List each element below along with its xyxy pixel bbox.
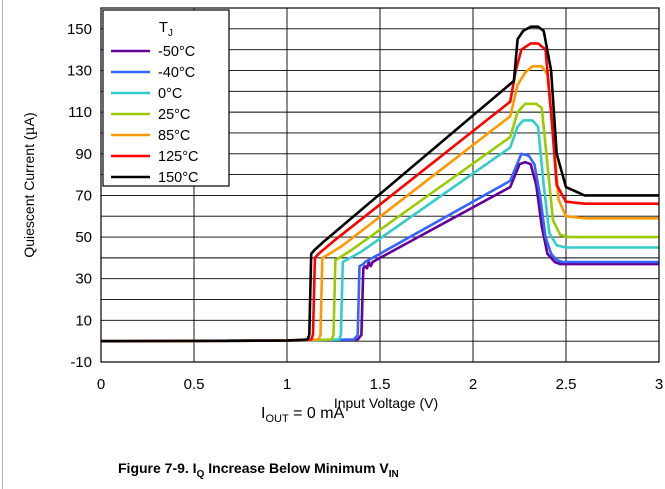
caption-subscript: IN bbox=[389, 469, 399, 480]
caption-text: Increase Below Minimum V bbox=[204, 460, 389, 476]
y-axis-label: Quiescent Current (µA) bbox=[21, 112, 38, 257]
legend-title: TJ bbox=[159, 20, 173, 39]
legend: TJ -50°C -40°C 0°C 25°C 85°C 125°C 150°C bbox=[102, 9, 230, 187]
y-tick-label: 150 bbox=[67, 21, 92, 38]
y-tick-label: 110 bbox=[68, 104, 92, 121]
x-tick-label: 3 bbox=[655, 376, 663, 393]
series-line bbox=[100, 152, 659, 343]
legend-entry-label: 150°C bbox=[158, 170, 198, 186]
legend-entry-label: 25°C bbox=[158, 107, 190, 123]
y-axis-label-part: A) bbox=[21, 112, 37, 126]
legend-title-subscript: J bbox=[168, 28, 173, 39]
series-line bbox=[100, 119, 659, 343]
test-condition: IOUT = 0 mA bbox=[261, 405, 345, 425]
y-tick-label: 30 bbox=[75, 271, 92, 288]
y-tick-label: 70 bbox=[75, 187, 92, 204]
x-tick-label: 0 bbox=[97, 376, 105, 393]
series-line bbox=[100, 160, 659, 343]
x-tick-label: 0.5 bbox=[184, 376, 205, 393]
series-line bbox=[100, 42, 659, 343]
series-line bbox=[100, 65, 659, 343]
y-tick-label: 130 bbox=[67, 62, 92, 79]
page-left-border bbox=[2, 0, 3, 489]
caption-subscript: Q bbox=[197, 469, 205, 480]
y-tick-label: 90 bbox=[75, 146, 92, 163]
y-tick-label: 10 bbox=[75, 312, 92, 329]
x-tick-label: 2.5 bbox=[556, 376, 577, 393]
condition-subscript: OUT bbox=[265, 413, 289, 425]
condition-symbol: I bbox=[261, 405, 265, 422]
mu-symbol: µ bbox=[22, 126, 38, 135]
x-tick-label: 1 bbox=[283, 376, 291, 393]
series-line bbox=[100, 25, 659, 343]
legend-entry-label: -50°C bbox=[158, 44, 195, 60]
y-tick-label: 50 bbox=[75, 229, 92, 246]
x-axis-label: Input Voltage (V) bbox=[334, 395, 438, 411]
legend-entry-label: 0°C bbox=[158, 86, 182, 102]
axis-tick-labels: -10 10 30 50 70 90 110 130 150 0 0.5 1 1.5 2 2.5 3 bbox=[67, 21, 663, 393]
legend-title-symbol: T bbox=[159, 20, 168, 36]
legend-entry-label: 85°C bbox=[158, 128, 190, 144]
figure-caption: Figure 7-9. IQ Increase Below Minimum VI… bbox=[118, 460, 399, 480]
x-tick-label: 1.5 bbox=[370, 376, 391, 393]
condition-value: = 0 mA bbox=[289, 405, 345, 422]
x-tick-label: 2 bbox=[469, 376, 477, 393]
legend-entry-label: -40°C bbox=[158, 65, 195, 81]
y-axis-label-part: Quiescent Current ( bbox=[21, 135, 37, 257]
y-tick-label: -10 bbox=[70, 354, 92, 371]
plot-series bbox=[100, 25, 659, 343]
legend-entry-label: 125°C bbox=[158, 149, 198, 165]
caption-text: Figure 7-9. I bbox=[118, 460, 197, 476]
plot-frame bbox=[100, 7, 660, 363]
series-line bbox=[100, 102, 659, 343]
